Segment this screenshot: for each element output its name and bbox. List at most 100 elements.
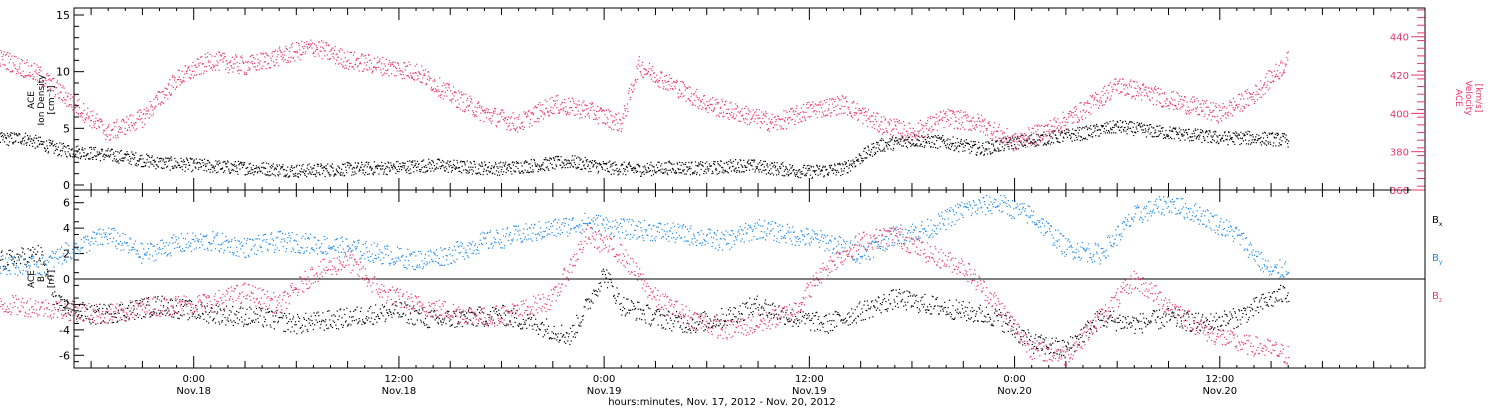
density-point (1036, 133, 1038, 135)
density-point (124, 153, 127, 155)
density-point (1027, 138, 1029, 140)
density-point (899, 143, 901, 145)
velocity-point (24, 74, 26, 76)
velocity-point (392, 61, 394, 63)
velocity-point (230, 65, 233, 67)
density-point (150, 163, 152, 165)
velocity-point (748, 123, 751, 125)
density-point (92, 158, 94, 160)
density-point (420, 168, 422, 171)
density-point (82, 149, 84, 151)
velocity-point (99, 118, 101, 120)
density-point (199, 163, 202, 165)
density-point (399, 162, 401, 165)
velocity-point (299, 49, 301, 51)
density-point (1238, 133, 1240, 135)
density-point (510, 167, 512, 169)
density-point (262, 162, 265, 164)
density-point (1031, 142, 1033, 144)
density-point (128, 153, 130, 156)
velocity-point (332, 53, 335, 55)
density-point (0, 135, 3, 138)
velocity-point (645, 73, 647, 75)
density-point (441, 164, 443, 166)
density-point (732, 160, 735, 163)
density-point (346, 172, 348, 174)
density-point (999, 140, 1001, 142)
density-point (617, 170, 620, 172)
velocity-point (314, 55, 316, 58)
velocity-point (82, 112, 84, 114)
velocity-point (69, 98, 71, 100)
density-point (674, 172, 676, 174)
density-point (478, 172, 481, 174)
density-point (179, 166, 182, 169)
density-point (637, 163, 639, 165)
density-point (98, 151, 100, 153)
density-point (353, 174, 355, 176)
velocity-point (76, 100, 79, 102)
density-point (617, 174, 619, 176)
velocity-point (250, 62, 252, 64)
density-point (276, 164, 278, 166)
density-point (247, 171, 249, 173)
density-point (37, 140, 39, 142)
density-point (591, 162, 593, 164)
density-point (1170, 130, 1172, 132)
density-point (1086, 128, 1089, 131)
velocity-point (240, 70, 242, 72)
density-point (302, 163, 304, 166)
density-point (332, 167, 334, 169)
density-point (522, 170, 524, 172)
velocity-point (164, 87, 166, 89)
density-point (315, 175, 317, 178)
density-point (25, 144, 28, 146)
density-point (1011, 148, 1013, 150)
density-point (824, 166, 826, 168)
density-point (443, 161, 445, 163)
velocity-point (75, 103, 77, 106)
velocity-point (310, 44, 313, 46)
velocity-point (36, 79, 39, 81)
density-point (1245, 131, 1247, 133)
velocity-point (557, 94, 559, 97)
velocity-point (724, 101, 727, 103)
density-point (1113, 132, 1115, 134)
density-point (773, 164, 775, 166)
velocity-point (29, 72, 31, 74)
velocity-point (630, 89, 633, 91)
density-point (95, 158, 97, 160)
density-point (724, 169, 726, 171)
density-point (580, 168, 582, 171)
density-point (118, 152, 121, 154)
density-point (531, 171, 533, 173)
velocity-point (498, 120, 500, 123)
velocity-point (345, 67, 347, 69)
density-point (925, 141, 927, 144)
density-point (11, 132, 13, 135)
density-point (530, 171, 532, 173)
density-point (1079, 140, 1081, 142)
density-point (369, 167, 371, 169)
density-point (742, 166, 744, 168)
velocity-point (238, 69, 240, 71)
density-point (112, 153, 114, 156)
density-point (1043, 131, 1045, 133)
density-point (1185, 129, 1187, 131)
density-point (255, 167, 257, 169)
density-point (768, 172, 770, 174)
velocity-point (547, 112, 549, 114)
density-point (1020, 134, 1022, 137)
density-point (1071, 132, 1073, 135)
density-point (290, 166, 292, 168)
field-tick-label: 4 (63, 222, 70, 235)
density-point (74, 156, 76, 158)
velocity-point (19, 72, 22, 74)
density-point (630, 168, 633, 170)
density-point (1083, 127, 1086, 129)
density-point (1057, 141, 1059, 143)
density-point (37, 146, 39, 148)
density-point (1284, 137, 1286, 139)
density-point (546, 166, 548, 168)
velocity-point (418, 72, 420, 74)
